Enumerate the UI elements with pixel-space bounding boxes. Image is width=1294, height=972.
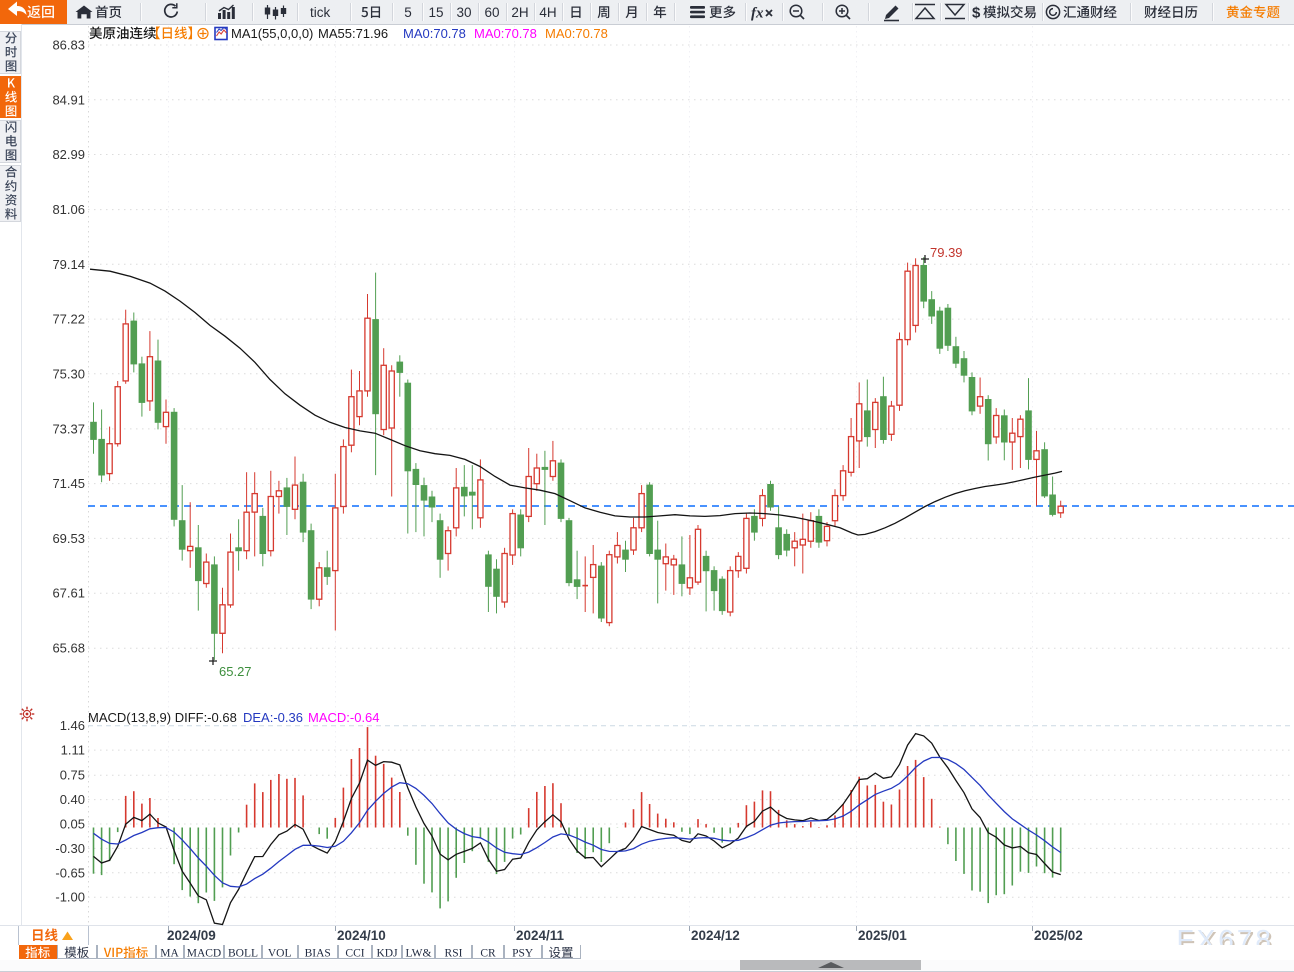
svg-text:79.14: 79.14 (52, 257, 85, 272)
svg-text:2025/01: 2025/01 (858, 928, 907, 943)
svg-text:2024/11: 2024/11 (516, 928, 565, 943)
svg-text:5: 5 (404, 5, 412, 20)
svg-text:MACD(13,8,9) DIFF:-0.68: MACD(13,8,9) DIFF:-0.68 (88, 710, 237, 725)
svg-text:MACD: MACD (187, 948, 222, 960)
svg-text:86.83: 86.83 (52, 38, 85, 53)
svg-text:-0.65: -0.65 (55, 865, 85, 880)
svg-text:CR: CR (480, 948, 496, 960)
svg-text:MA55:71.96: MA55:71.96 (318, 26, 388, 41)
svg-text:fx: fx (751, 6, 764, 22)
svg-text:84.91: 84.91 (52, 92, 85, 107)
svg-text:15: 15 (428, 5, 443, 20)
svg-text:0.05: 0.05 (60, 817, 85, 832)
svg-text:1.11: 1.11 (61, 743, 85, 758)
svg-text:BIAS: BIAS (305, 948, 331, 960)
svg-text:2024/10: 2024/10 (337, 928, 386, 943)
svg-text:MACD:-0.64: MACD:-0.64 (308, 710, 380, 725)
svg-text:MA0:70.78: MA0:70.78 (545, 26, 608, 41)
svg-text:82.99: 82.99 (52, 147, 85, 162)
svg-text:RSI: RSI (445, 948, 463, 960)
svg-text:69.53: 69.53 (52, 531, 85, 546)
svg-text:KDJ: KDJ (376, 948, 398, 960)
svg-text:CCI: CCI (345, 948, 364, 960)
svg-text:-0.30: -0.30 (55, 841, 85, 856)
svg-text:67.61: 67.61 (52, 586, 85, 601)
svg-text:75.30: 75.30 (52, 366, 85, 381)
svg-text:60: 60 (484, 5, 499, 20)
svg-text:77.22: 77.22 (52, 312, 85, 327)
svg-text:0.40: 0.40 (60, 792, 85, 807)
svg-text:tick: tick (310, 5, 331, 20)
svg-text:2H: 2H (511, 5, 528, 20)
svg-text:MA0:70.78: MA0:70.78 (403, 26, 466, 41)
svg-text:2024/12: 2024/12 (691, 928, 740, 943)
svg-text:MA0:70.78: MA0:70.78 (474, 26, 537, 41)
svg-text:DEA:-0.36: DEA:-0.36 (243, 710, 303, 725)
svg-text:$: $ (972, 5, 981, 22)
svg-text:2024/09: 2024/09 (167, 928, 216, 943)
svg-text:73.37: 73.37 (52, 421, 85, 436)
svg-text:-1.00: -1.00 (55, 890, 85, 905)
svg-text:MA: MA (160, 948, 179, 960)
svg-text:71.45: 71.45 (52, 476, 85, 491)
svg-text:0.75: 0.75 (60, 768, 85, 783)
svg-text:65.27: 65.27 (219, 664, 252, 679)
svg-text:4H: 4H (539, 5, 556, 20)
svg-text:81.06: 81.06 (52, 202, 85, 217)
svg-text:1.46: 1.46 (60, 718, 85, 733)
svg-text:LW&: LW& (406, 948, 432, 960)
svg-text:65.68: 65.68 (52, 641, 85, 656)
svg-text:30: 30 (456, 5, 471, 20)
svg-text:79.39: 79.39 (930, 245, 963, 260)
svg-text:VOL: VOL (268, 948, 292, 960)
svg-text:2025/02: 2025/02 (1034, 928, 1083, 943)
svg-text:BOLL: BOLL (228, 948, 258, 960)
svg-text:MA1(55,0,0,0): MA1(55,0,0,0) (231, 26, 313, 41)
svg-text:PSY: PSY (512, 948, 534, 960)
